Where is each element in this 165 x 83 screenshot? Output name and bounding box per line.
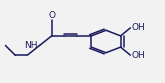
Text: OH: OH: [132, 23, 146, 32]
Text: OH: OH: [132, 51, 146, 60]
Text: O: O: [48, 11, 55, 20]
Text: NH: NH: [24, 41, 38, 50]
